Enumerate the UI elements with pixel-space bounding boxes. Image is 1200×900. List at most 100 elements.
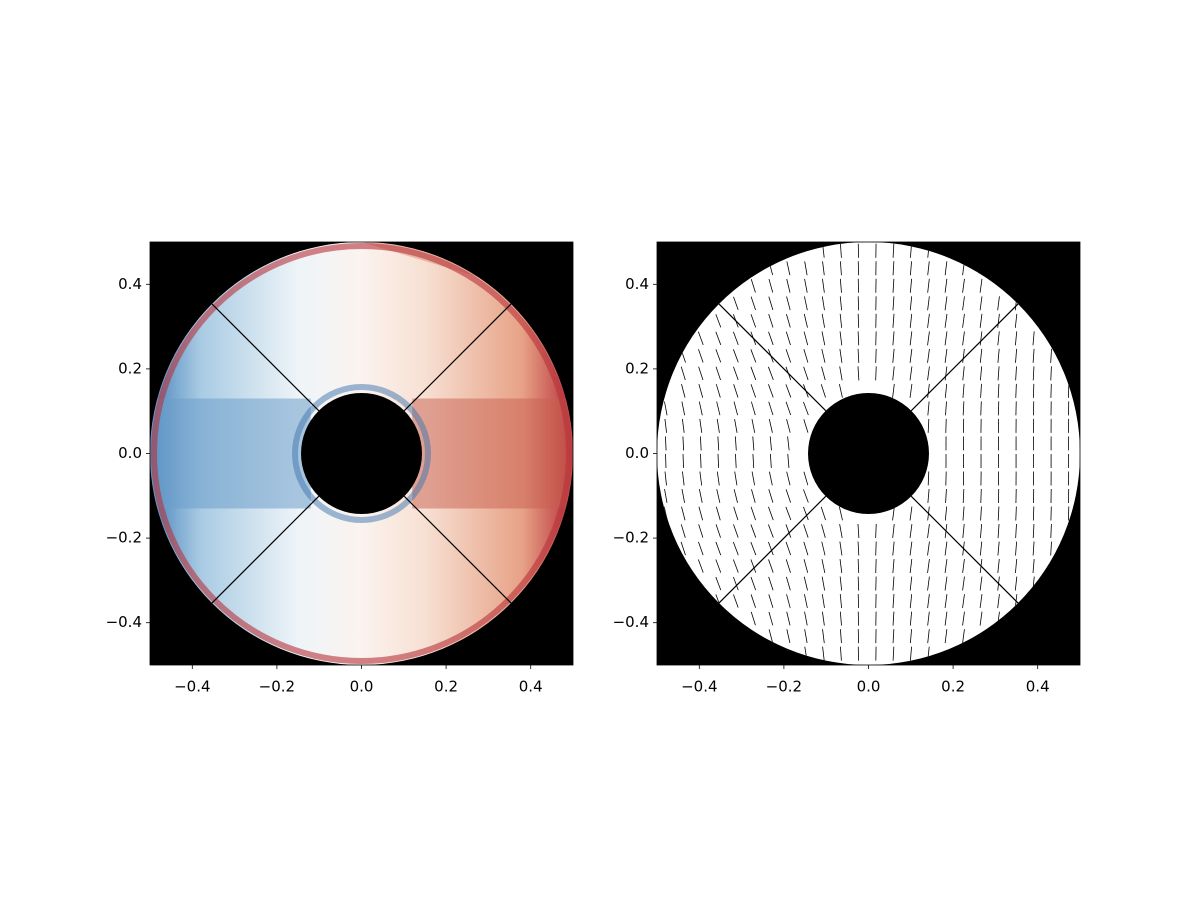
x-tick-label: −0.2 <box>259 678 295 696</box>
seam <box>211 495 320 604</box>
x-tick-label: 0.0 <box>857 678 881 696</box>
y-tick-label: −0.2 <box>106 529 142 547</box>
vector <box>909 313 913 328</box>
vector <box>732 331 739 346</box>
vector <box>944 313 948 328</box>
vector <box>803 366 809 381</box>
vector <box>821 541 826 556</box>
vector <box>962 313 965 328</box>
vector <box>892 506 895 521</box>
x-tick-label: 0.0 <box>350 678 374 696</box>
vector <box>804 278 808 293</box>
plot-area <box>656 241 1081 666</box>
vector <box>962 611 965 626</box>
vector <box>733 594 739 608</box>
vector <box>1032 366 1035 381</box>
vector <box>1015 559 1018 574</box>
vector <box>857 523 860 539</box>
vector <box>839 611 842 626</box>
vector <box>1014 313 1018 328</box>
vector <box>750 278 756 293</box>
vector <box>1015 366 1017 381</box>
seam <box>718 303 827 412</box>
vector <box>839 261 842 276</box>
vector <box>733 506 739 521</box>
vector <box>822 278 825 293</box>
vector <box>857 541 860 556</box>
hole <box>808 393 929 514</box>
vector <box>803 559 809 573</box>
seam <box>910 495 1019 604</box>
vector <box>716 418 720 433</box>
vector <box>716 471 720 486</box>
vector <box>997 594 1000 609</box>
vector <box>768 489 774 503</box>
vector <box>1015 523 1017 539</box>
vector <box>715 524 721 538</box>
vector <box>944 348 948 363</box>
vector <box>892 524 895 539</box>
vector <box>857 331 860 346</box>
vector <box>717 453 720 468</box>
vector <box>716 489 721 503</box>
vector <box>1015 506 1017 521</box>
vector <box>909 629 912 644</box>
vector <box>715 366 721 381</box>
vector <box>927 524 930 538</box>
blue-band <box>150 398 311 509</box>
vector <box>1050 541 1052 556</box>
vector <box>803 524 809 538</box>
vector <box>997 348 1000 363</box>
vector <box>821 524 826 538</box>
vector <box>733 384 739 398</box>
vector <box>927 594 930 609</box>
x-tick-label: −0.2 <box>766 678 802 696</box>
vector <box>944 559 948 574</box>
vector <box>822 629 825 644</box>
vector <box>909 366 913 381</box>
vector <box>840 646 842 661</box>
vector <box>927 366 930 381</box>
red-band <box>412 398 573 509</box>
vector <box>997 383 1000 398</box>
vector <box>698 524 704 538</box>
vector <box>979 576 983 591</box>
vector <box>944 296 948 311</box>
vector <box>680 366 686 381</box>
vector <box>944 331 948 346</box>
y-tick-label: −0.4 <box>613 613 649 631</box>
vector <box>944 366 948 381</box>
vector <box>821 559 826 573</box>
vector <box>962 348 965 363</box>
vector <box>927 401 930 416</box>
y-tick-label: 0.0 <box>625 444 649 462</box>
vector <box>787 453 790 468</box>
vector <box>733 489 738 503</box>
vector <box>803 541 809 556</box>
vector <box>962 331 965 346</box>
vector <box>715 349 722 363</box>
vector <box>821 296 825 311</box>
y-tick-label: 0.4 <box>625 275 649 293</box>
vector <box>803 576 808 591</box>
vector <box>1032 523 1035 539</box>
seam <box>718 495 827 604</box>
vector <box>698 506 704 521</box>
seam <box>211 303 320 412</box>
vector <box>822 261 825 276</box>
vector <box>962 559 965 574</box>
vector <box>892 278 895 293</box>
vector <box>875 523 877 539</box>
vector <box>750 576 757 591</box>
vector <box>785 349 792 363</box>
vector <box>944 383 948 398</box>
vector <box>822 646 825 661</box>
x-tick-label: 0.4 <box>519 678 543 696</box>
vector <box>751 418 756 433</box>
vector <box>997 559 1000 574</box>
vector <box>979 611 983 626</box>
vector <box>1014 331 1018 346</box>
vector <box>997 523 1000 539</box>
vector <box>750 384 757 398</box>
